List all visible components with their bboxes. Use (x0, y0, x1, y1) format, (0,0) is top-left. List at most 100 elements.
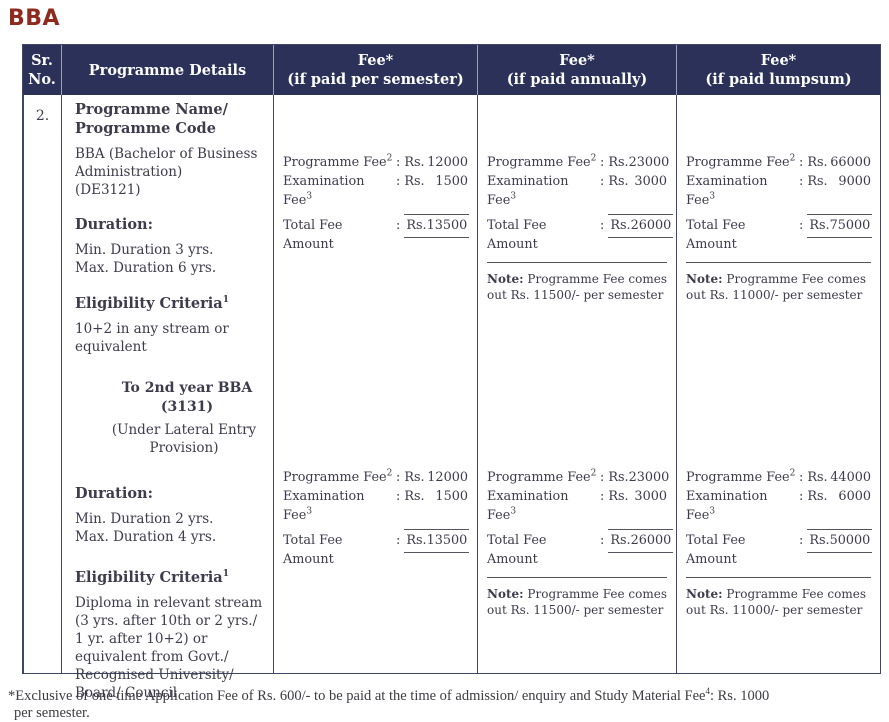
programme-fee-line: Programme Fee2 : Rs. 12000 (283, 153, 468, 172)
programme-fee-label: Programme Fee2 (283, 153, 393, 170)
eligibility-heading-1: Eligibility Criteria1 (75, 294, 265, 313)
duration-heading-1: Duration: (75, 216, 153, 233)
examination-fee-label: Examination Fee3 (283, 174, 365, 208)
note-text: Programme Fee comes out Rs. 11000/- per … (686, 587, 866, 617)
examination-fee-amount: 3000 (634, 174, 667, 189)
examination-fee-line: Examination Fee3 : Rs. 3000 (487, 487, 667, 525)
eligibility-value-2: Diploma in relevant stream (3 yrs. after… (75, 595, 263, 701)
lateral-entry-heading: To 2nd year BBA (3131) (121, 380, 253, 415)
examination-fee-label: Examination Fee3 (686, 174, 768, 208)
fee-note: Note: Programme Fee comes out Rs. 11000/… (686, 262, 871, 303)
examination-fee-footnote-marker: 3 (709, 191, 716, 202)
examination-fee-footnote-marker: 3 (306, 191, 313, 202)
currency-label: Rs. (809, 218, 830, 233)
eligibility-heading-2-text: Eligibility Criteria (75, 569, 223, 586)
currency-label: Rs. (807, 470, 828, 485)
examination-fee-label: Examination Fee3 (686, 489, 768, 523)
total-fee-line: Total Fee Amount : Rs. 50000 (686, 529, 873, 569)
programme-fee-amount: 66000 (830, 155, 871, 170)
fee-semester-cell: Programme Fee2 : Rs. 12000 Examination Fe… (273, 95, 477, 673)
currency-label: Rs. (807, 155, 828, 170)
colon: : (799, 533, 804, 548)
colon: : (396, 174, 401, 189)
colon: : (600, 155, 605, 170)
note-label: Note: (686, 272, 723, 286)
colon: : (799, 470, 804, 485)
fee-block-semester-bottom: Programme Fee2 : Rs. 12000 Examination Fe… (283, 468, 470, 569)
programme-fee-footnote-marker: 2 (789, 153, 796, 164)
currency-label: Rs. (608, 470, 629, 485)
note-text: Programme Fee comes out Rs. 11500/- per … (487, 272, 667, 302)
duration-value-1: Min. Duration 3 yrs. Max. Duration 6 yrs… (75, 242, 217, 276)
note-label: Note: (487, 587, 524, 601)
currency-label: Rs. (404, 470, 425, 485)
programme-fee-amount: 12000 (427, 470, 468, 485)
fee-block-annual-top: Programme Fee2 : Rs. 23000 Examination Fe… (487, 153, 674, 303)
fee-note: Note: Programme Fee comes out Rs. 11500/… (487, 577, 667, 618)
programme-fee-label: Programme Fee2 (283, 468, 393, 485)
examination-fee-label: Examination Fee3 (283, 489, 365, 523)
total-fee-line: Total Fee Amount : Rs. 26000 (487, 529, 674, 569)
footnote-text: *Exclusive of one time Application Fee o… (8, 688, 706, 704)
colon: : (799, 489, 804, 504)
fee-note: Note: Programme Fee comes out Rs. 11000/… (686, 577, 871, 618)
programme-fee-footnote-marker: 2 (590, 468, 597, 479)
programme-fee-label: Programme Fee2 (487, 153, 597, 170)
currency-label: Rs. (807, 489, 828, 504)
colon: : (396, 533, 401, 548)
examination-fee-footnote-marker: 3 (510, 191, 517, 202)
colon: : (600, 489, 605, 504)
currency-label: Rs. (404, 174, 425, 189)
colon: : (600, 218, 605, 233)
note-text: Programme Fee comes out Rs. 11500/- per … (487, 587, 667, 617)
total-fee-amount: 13500 (426, 533, 468, 548)
examination-fee-label: Examination Fee3 (487, 174, 569, 208)
programme-fee-label: Programme Fee2 (686, 468, 796, 485)
eligibility-heading-1-text: Eligibility Criteria (75, 295, 223, 312)
duration-value-2: Min. Duration 2 yrs. Max. Duration 4 yrs… (75, 511, 217, 545)
programme-fee-label: Programme Fee2 (487, 468, 597, 485)
programme-name-value: BBA (Bachelor of Business Administration… (75, 146, 258, 198)
total-fee-label: Total Fee Amount (686, 533, 746, 567)
total-fee-label: Total Fee Amount (283, 533, 343, 567)
total-fee-amount: 50000 (829, 533, 871, 548)
programme-fee-footnote-marker: 2 (386, 153, 393, 164)
col-header-sr-no: Sr. No. (23, 45, 61, 95)
currency-label: Rs. (807, 174, 828, 189)
programme-fee-line: Programme Fee2 : Rs. 44000 (686, 468, 871, 487)
currency-label: Rs. (610, 218, 631, 233)
programme-name-heading: Programme Name/ Programme Code (75, 101, 228, 137)
examination-fee-amount: 3000 (634, 489, 667, 504)
total-fee-line: Total Fee Amount : Rs. 13500 (283, 214, 470, 254)
programme-fee-line: Programme Fee2 : Rs. 23000 (487, 153, 669, 172)
fee-block-semester-top: Programme Fee2 : Rs. 12000 Examination Fe… (283, 153, 470, 254)
fee-block-lumpsum-top: Programme Fee2 : Rs. 66000 Examination Fe… (686, 153, 873, 303)
eligibility-value-1: 10+2 in any stream or equivalent (75, 321, 229, 355)
col-header-fee-semester: Fee* (if paid per semester) (273, 45, 477, 95)
col-header-fee-lumpsum: Fee* (if paid lumpsum) (676, 45, 880, 95)
total-fee-line: Total Fee Amount : Rs. 75000 (686, 214, 873, 254)
total-fee-amount: 13500 (426, 218, 468, 233)
programme-fee-line: Programme Fee2 : Rs. 66000 (686, 153, 871, 172)
currency-label: Rs. (809, 533, 830, 548)
total-fee-amount: 26000 (630, 218, 672, 233)
programme-fee-line: Programme Fee2 : Rs. 23000 (487, 468, 669, 487)
examination-fee-line: Examination Fee3 : Rs. 1500 (283, 172, 468, 210)
examination-fee-footnote-marker: 3 (510, 506, 517, 517)
colon: : (396, 155, 401, 170)
examination-fee-line: Examination Fee3 : Rs. 6000 (686, 487, 871, 525)
examination-fee-footnote-marker: 3 (306, 506, 313, 517)
page-title: BBA (8, 6, 61, 31)
note-text: Programme Fee comes out Rs. 11000/- per … (686, 272, 866, 302)
total-fee-amount: 75000 (829, 218, 871, 233)
colon: : (799, 174, 804, 189)
footnote: *Exclusive of one time Application Fee o… (8, 687, 882, 722)
fee-block-annual-bottom: Programme Fee2 : Rs. 2 3000 Examination Fe… (487, 468, 674, 618)
currency-label: Rs. (610, 533, 631, 548)
currency-label: Rs. (608, 174, 629, 189)
examination-fee-label: Examination Fee3 (487, 489, 569, 523)
total-fee-label: Total Fee Amount (487, 533, 547, 567)
colon: : (396, 218, 401, 233)
examination-fee-footnote-marker: 3 (709, 506, 716, 517)
currency-label: Rs. (608, 489, 629, 504)
